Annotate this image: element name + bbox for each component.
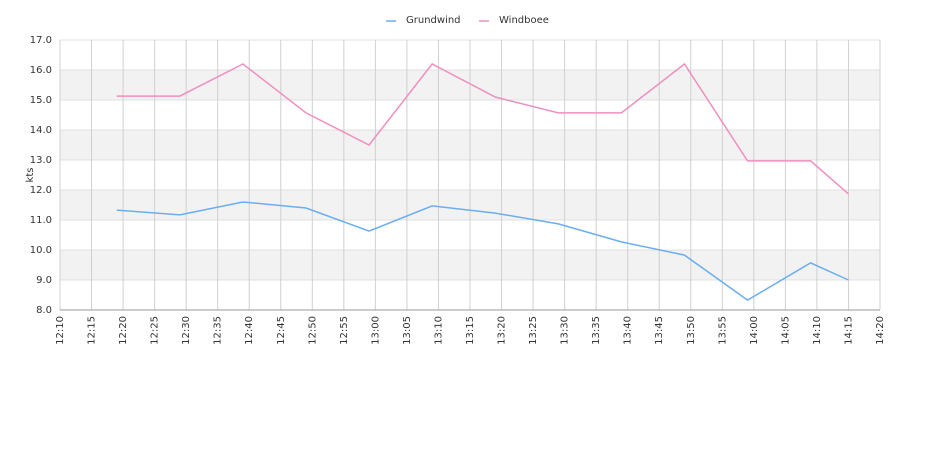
y-tick-label: 14.0 — [30, 125, 52, 136]
x-tick-label: 14:10 — [812, 316, 823, 345]
x-tick-label: 13:35 — [591, 316, 602, 345]
x-tick-label: 13:25 — [528, 316, 539, 345]
x-tick-label: 13:40 — [623, 316, 634, 345]
x-tick-label: 14:00 — [749, 316, 760, 345]
x-tick-label: 13:10 — [433, 316, 444, 345]
x-tick-label: 13:50 — [686, 316, 697, 345]
x-tick-label: 12:25 — [150, 316, 161, 345]
y-tick-label: 10.0 — [30, 245, 52, 256]
y-tick-label: 11.0 — [30, 215, 52, 226]
y-tick-label: 17.0 — [30, 35, 52, 46]
y-tick-label: 15.0 — [30, 95, 52, 106]
x-tick-label: 14:05 — [780, 316, 791, 345]
legend-label: Grundwind — [406, 15, 461, 26]
x-tick-label: 13:30 — [560, 316, 571, 345]
x-tick-label: 12:55 — [339, 316, 350, 345]
x-tick-label: 13:00 — [370, 316, 381, 345]
x-tick-label: 14:20 — [875, 316, 886, 345]
series-line — [116, 201, 849, 301]
x-tick-label: 14:15 — [843, 316, 854, 345]
x-tick-label: 12:20 — [118, 316, 129, 345]
x-tick-label: 13:05 — [402, 316, 413, 345]
x-tick-label: 12:30 — [181, 316, 192, 345]
y-tick-label: 16.0 — [30, 65, 52, 76]
x-tick-label: 13:15 — [465, 316, 476, 345]
y-tick-label: 13.0 — [30, 155, 52, 166]
y-tick-label: 8.0 — [36, 305, 52, 316]
y-tick-label: 12.0 — [30, 185, 52, 196]
y-axis-label: kts — [25, 168, 36, 183]
x-tick-label: 12:10 — [55, 316, 66, 345]
series-line — [116, 62, 849, 195]
y-tick-label: 9.0 — [36, 275, 52, 286]
x-tick-label: 12:50 — [307, 316, 318, 345]
x-tick-label: 13:55 — [717, 316, 728, 345]
x-tick-label: 13:20 — [497, 316, 508, 345]
x-tick-label: 12:45 — [276, 316, 287, 345]
legend-label: Windboee — [499, 15, 549, 26]
x-tick-label: 12:15 — [87, 316, 98, 345]
x-tick-label: 12:35 — [213, 316, 224, 345]
x-tick-label: 12:40 — [244, 316, 255, 345]
x-tick-label: 13:45 — [654, 316, 665, 345]
